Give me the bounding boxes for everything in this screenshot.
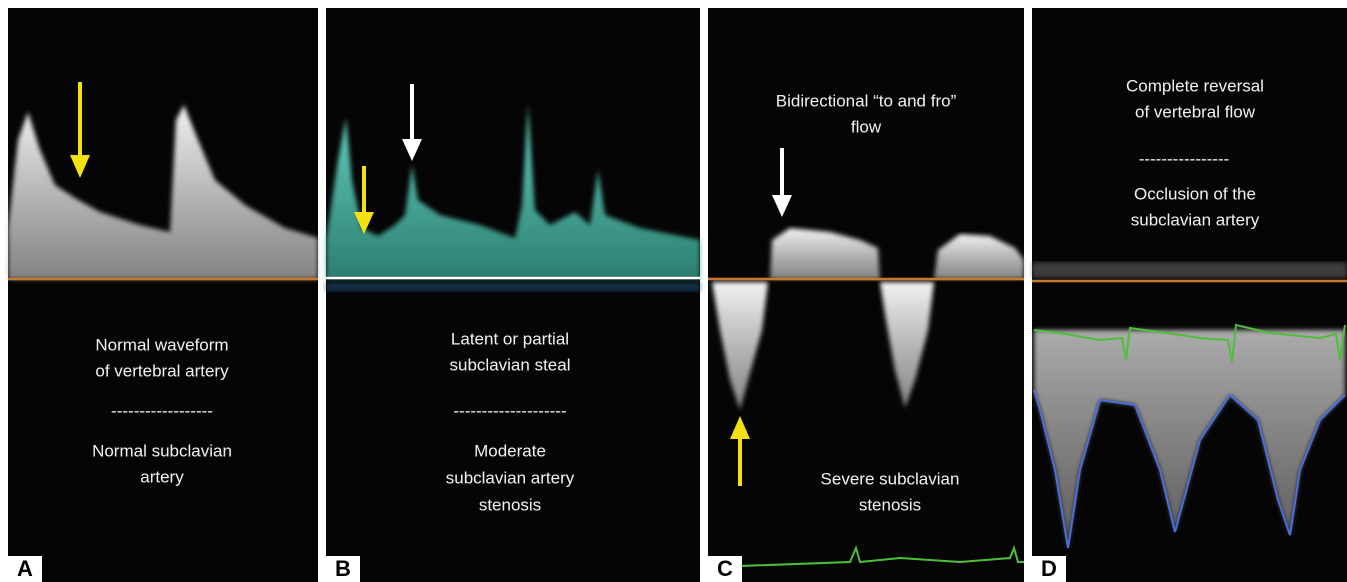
caption: subclavian artery [1131, 210, 1260, 229]
artifact-band [1032, 262, 1347, 278]
caption: -------------------- [453, 401, 566, 420]
caption: Occlusion of the [1134, 184, 1256, 203]
caption: ------------------ [111, 401, 213, 420]
panel-b: Latent or partial subclavian steal -----… [326, 8, 700, 582]
panel-a: Normal waveform of vertebral artery ----… [8, 8, 318, 582]
caption: artery [140, 467, 184, 486]
panel-label: D [1041, 556, 1057, 581]
panel-background [8, 8, 318, 582]
caption: of vertebral flow [1135, 102, 1256, 121]
panel-d: Complete reversal of vertebral flow ----… [1032, 8, 1347, 582]
caption: Complete reversal [1126, 76, 1264, 95]
caption: flow [851, 117, 882, 136]
panel-c: Bidirectional “to and fro” flow Severe s… [708, 8, 1024, 582]
caption: Moderate [474, 441, 546, 460]
caption: Severe subclavian [821, 469, 960, 488]
caption: of vertebral artery [95, 361, 229, 380]
caption: subclavian steal [450, 355, 571, 374]
caption: Bidirectional “to and fro” [776, 91, 957, 110]
caption: stenosis [859, 495, 921, 514]
panel-label: C [717, 556, 733, 581]
caption: Normal waveform [95, 335, 228, 354]
caption: Latent or partial [451, 329, 569, 348]
figure: Normal waveform of vertebral artery ----… [0, 0, 1347, 582]
panel-label: B [335, 556, 351, 581]
panel-label: A [17, 556, 33, 581]
caption: Normal subclavian [92, 441, 232, 460]
caption: subclavian artery [446, 468, 575, 487]
caption: ---------------- [1139, 149, 1230, 168]
caption: stenosis [479, 495, 541, 514]
reverse-flow [326, 282, 700, 292]
